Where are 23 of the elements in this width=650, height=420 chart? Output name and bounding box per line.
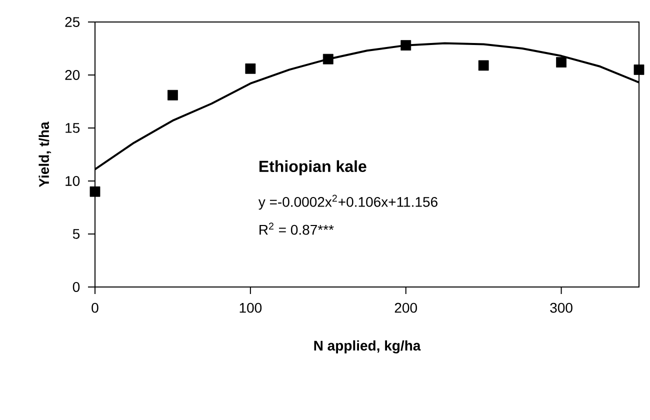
annotation: y =-0.0002x$^{2}$+0.106x+11.156 bbox=[258, 194, 438, 210]
annotation: R$^{2}$ = 0.87*** bbox=[260, 222, 334, 235]
x-tick-label: 0 bbox=[92, 302, 98, 313]
y-tick-label: 0 bbox=[72, 282, 80, 292]
y-tick-label: 25 bbox=[65, 17, 80, 27]
x-axis-title: N applied, kg/ha bbox=[314, 340, 421, 354]
point bbox=[322, 54, 334, 64]
y-tick-label: 15 bbox=[66, 123, 80, 133]
point bbox=[168, 90, 178, 100]
x-tick-label: 200 bbox=[394, 302, 417, 313]
y-axis-title: Yield, t/ha bbox=[38, 122, 52, 188]
point bbox=[556, 57, 566, 68]
point bbox=[634, 64, 644, 75]
x-tick-label: 300 bbox=[550, 302, 572, 313]
point bbox=[400, 40, 412, 51]
point bbox=[90, 186, 100, 197]
point bbox=[478, 60, 489, 71]
y-tick-label: 20 bbox=[65, 70, 80, 80]
point bbox=[245, 63, 256, 74]
annotation: Ethiopian kale bbox=[259, 160, 366, 176]
y-tick-label: 5 bbox=[72, 229, 80, 239]
y-tick-label: 10 bbox=[66, 176, 80, 186]
x-tick-label: 100 bbox=[240, 302, 262, 313]
